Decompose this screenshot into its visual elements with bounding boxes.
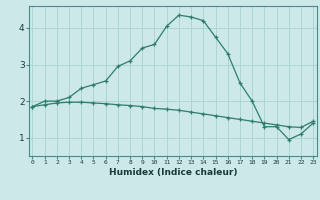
X-axis label: Humidex (Indice chaleur): Humidex (Indice chaleur) <box>108 168 237 177</box>
